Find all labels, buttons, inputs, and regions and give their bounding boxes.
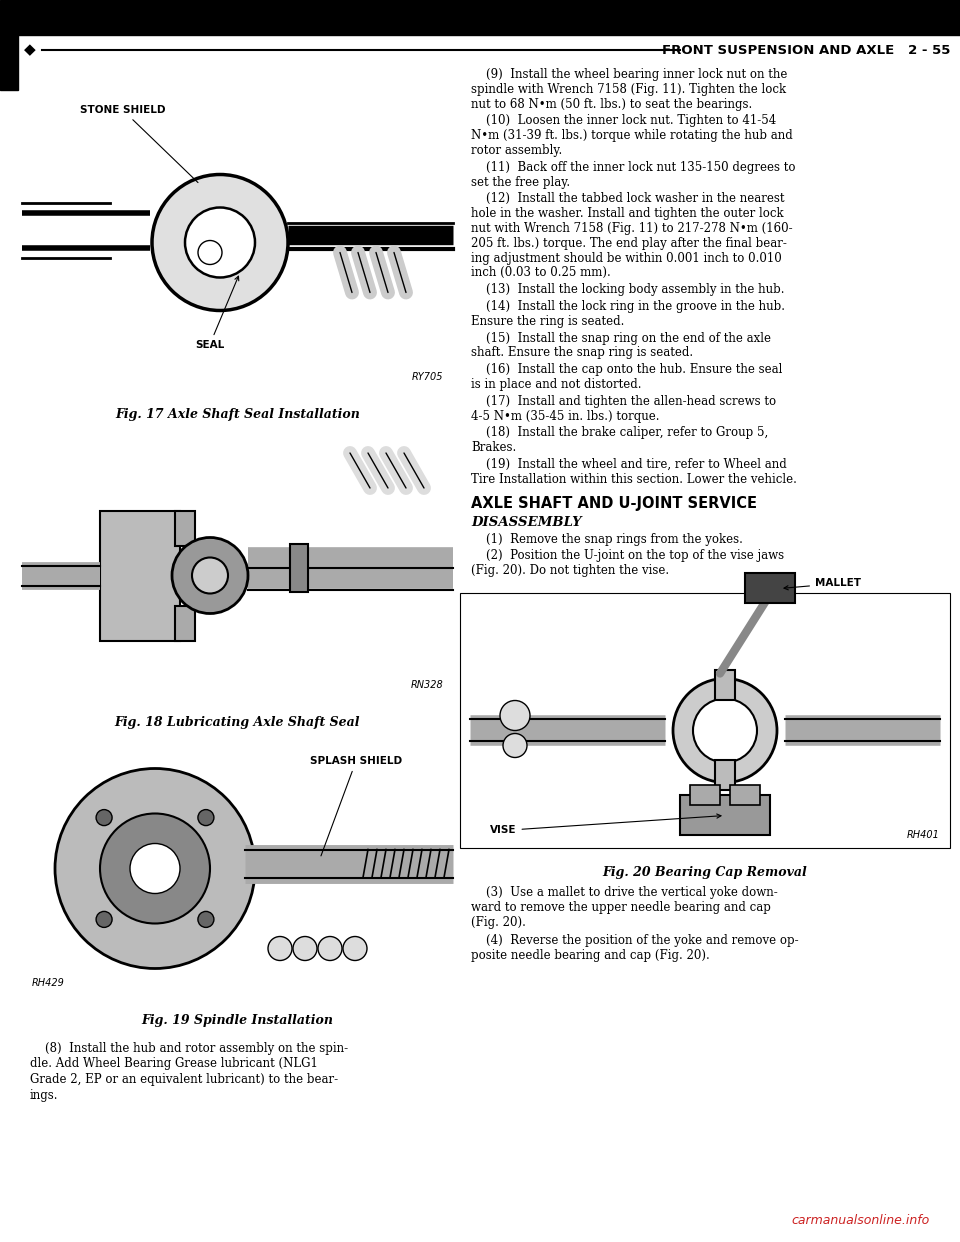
Text: (14)  Install the lock ring in the groove in the hub.: (14) Install the lock ring in the groove… (471, 301, 785, 313)
Text: inch (0.03 to 0.25 mm).: inch (0.03 to 0.25 mm). (471, 266, 611, 279)
Circle shape (343, 936, 367, 960)
Text: Brakes.: Brakes. (471, 441, 516, 455)
Bar (22, 741, 453, 996)
Text: (16)  Install the cap onto the hub. Ensure the seal: (16) Install the cap onto the hub. Ensur… (471, 363, 782, 376)
Text: (17)  Install and tighten the allen-head screws to: (17) Install and tighten the allen-head … (471, 395, 776, 407)
Text: Fig. 19 Spindle Installation: Fig. 19 Spindle Installation (141, 1013, 333, 1027)
Text: Tire Installation within this section. Lower the vehicle.: Tire Installation within this section. L… (471, 473, 797, 486)
Text: (2)  Position the U-joint on the top of the vise jaws: (2) Position the U-joint on the top of t… (471, 549, 784, 563)
Text: (Fig. 20).: (Fig. 20). (471, 915, 526, 929)
Text: AXLE SHAFT AND U-JOINT SERVICE: AXLE SHAFT AND U-JOINT SERVICE (471, 496, 757, 510)
Text: (4)  Reverse the position of the yoke and remove op-: (4) Reverse the position of the yoke and… (471, 934, 799, 948)
Text: (Fig. 20). Do not tighten the vise.: (Fig. 20). Do not tighten the vise. (471, 564, 669, 578)
Bar (22, 94, 453, 390)
Text: Fig. 18 Lubricating Axle Shaft Seal: Fig. 18 Lubricating Axle Shaft Seal (115, 715, 360, 729)
Circle shape (100, 814, 210, 924)
Text: (15)  Install the snap ring on the end of the axle: (15) Install the snap ring on the end of… (471, 332, 771, 344)
Bar (680, 795, 770, 836)
Bar (290, 544, 308, 591)
Text: (11)  Back off the inner lock nut 135-150 degrees to: (11) Back off the inner lock nut 135-150… (471, 160, 796, 174)
Text: 4-5 N•m (35-45 in. lbs.) torque.: 4-5 N•m (35-45 in. lbs.) torque. (471, 410, 660, 422)
Circle shape (673, 678, 777, 782)
Bar (22, 433, 453, 698)
Text: RH401: RH401 (907, 830, 940, 840)
Bar (715, 671, 735, 700)
Text: Fig. 17 Axle Shaft Seal Installation: Fig. 17 Axle Shaft Seal Installation (115, 409, 360, 421)
Text: (8)  Install the hub and rotor assembly on the spin-: (8) Install the hub and rotor assembly o… (30, 1042, 348, 1054)
Text: (3)  Use a mallet to drive the vertical yoke down-: (3) Use a mallet to drive the vertical y… (471, 886, 778, 899)
Bar (460, 592, 950, 848)
Circle shape (96, 912, 112, 928)
Text: dle. Add Wheel Bearing Grease lubricant (NLG1: dle. Add Wheel Bearing Grease lubricant … (30, 1057, 318, 1071)
Text: (9)  Install the wheel bearing inner lock nut on the: (9) Install the wheel bearing inner lock… (471, 68, 787, 81)
Text: SEAL: SEAL (195, 276, 239, 350)
Bar (690, 785, 720, 806)
Text: set the free play.: set the free play. (471, 175, 570, 189)
Circle shape (130, 843, 180, 893)
Text: carmanualsonline.info: carmanualsonline.info (792, 1213, 930, 1227)
Circle shape (198, 241, 222, 265)
Bar (715, 760, 735, 790)
Circle shape (192, 558, 228, 594)
Text: ings.: ings. (30, 1088, 59, 1102)
Text: RY705: RY705 (412, 373, 443, 383)
Text: (18)  Install the brake caliper, refer to Group 5,: (18) Install the brake caliper, refer to… (471, 426, 768, 440)
Circle shape (318, 936, 342, 960)
Text: ing adjustment should be within 0.001 inch to 0.010: ing adjustment should be within 0.001 in… (471, 252, 781, 265)
Text: FRONT SUSPENSION AND AXLE   2 - 55: FRONT SUSPENSION AND AXLE 2 - 55 (661, 43, 950, 56)
Bar (100, 510, 180, 641)
Circle shape (503, 734, 527, 758)
Circle shape (96, 810, 112, 826)
Text: Grade 2, EP or an equivalent lubricant) to the bear-: Grade 2, EP or an equivalent lubricant) … (30, 1073, 338, 1086)
Circle shape (268, 936, 292, 960)
Text: nut to 68 N•m (50 ft. lbs.) to seat the bearings.: nut to 68 N•m (50 ft. lbs.) to seat the … (471, 98, 753, 111)
Text: nut with Wrench 7158 (Fig. 11) to 217-278 N•m (160-: nut with Wrench 7158 (Fig. 11) to 217-27… (471, 222, 793, 235)
Circle shape (293, 936, 317, 960)
Circle shape (172, 538, 248, 614)
Text: RN328: RN328 (410, 681, 443, 691)
Text: ward to remove the upper needle bearing and cap: ward to remove the upper needle bearing … (471, 900, 771, 914)
Text: RH429: RH429 (32, 977, 65, 987)
Text: posite needle bearing and cap (Fig. 20).: posite needle bearing and cap (Fig. 20). (471, 949, 709, 963)
Circle shape (55, 769, 255, 969)
Bar (175, 606, 195, 641)
Text: (12)  Install the tabbed lock washer in the nearest: (12) Install the tabbed lock washer in t… (471, 193, 784, 205)
Circle shape (152, 174, 288, 310)
Text: is in place and not distorted.: is in place and not distorted. (471, 378, 641, 391)
Bar (730, 785, 760, 806)
Bar (0, 0, 960, 35)
Text: hole in the washer. Install and tighten the outer lock: hole in the washer. Install and tighten … (471, 207, 783, 220)
Circle shape (500, 700, 530, 730)
Circle shape (693, 698, 757, 763)
FancyBboxPatch shape (745, 574, 795, 604)
Text: MALLET: MALLET (784, 579, 861, 590)
Bar (175, 510, 195, 545)
Text: VISE: VISE (490, 814, 721, 836)
Text: spindle with Wrench 7158 (Fig. 11). Tighten the lock: spindle with Wrench 7158 (Fig. 11). Tigh… (471, 83, 786, 96)
Circle shape (185, 207, 255, 277)
Text: (19)  Install the wheel and tire, refer to Wheel and: (19) Install the wheel and tire, refer t… (471, 458, 787, 471)
Text: SPLASH SHIELD: SPLASH SHIELD (310, 756, 402, 856)
Circle shape (198, 810, 214, 826)
Text: Fig. 20 Bearing Cap Removal: Fig. 20 Bearing Cap Removal (603, 866, 807, 879)
Text: Ensure the ring is seated.: Ensure the ring is seated. (471, 314, 624, 328)
Text: ◆: ◆ (24, 43, 36, 57)
Text: 205 ft. lbs.) torque. The end play after the final bear-: 205 ft. lbs.) torque. The end play after… (471, 237, 787, 250)
Text: N•m (31-39 ft. lbs.) torque while rotating the hub and: N•m (31-39 ft. lbs.) torque while rotati… (471, 129, 793, 142)
Text: rotor assembly.: rotor assembly. (471, 144, 563, 156)
Text: (10)  Loosen the inner lock nut. Tighten to 41-54: (10) Loosen the inner lock nut. Tighten … (471, 114, 777, 128)
Bar (0, 35, 18, 89)
Text: shaft. Ensure the snap ring is seated.: shaft. Ensure the snap ring is seated. (471, 347, 693, 359)
Text: (13)  Install the locking body assembly in the hub.: (13) Install the locking body assembly i… (471, 283, 784, 296)
Text: STONE SHIELD: STONE SHIELD (80, 106, 198, 183)
Text: (1)  Remove the snap rings from the yokes.: (1) Remove the snap rings from the yokes… (471, 533, 743, 545)
Circle shape (198, 912, 214, 928)
Text: DISASSEMBLY: DISASSEMBLY (471, 515, 582, 529)
